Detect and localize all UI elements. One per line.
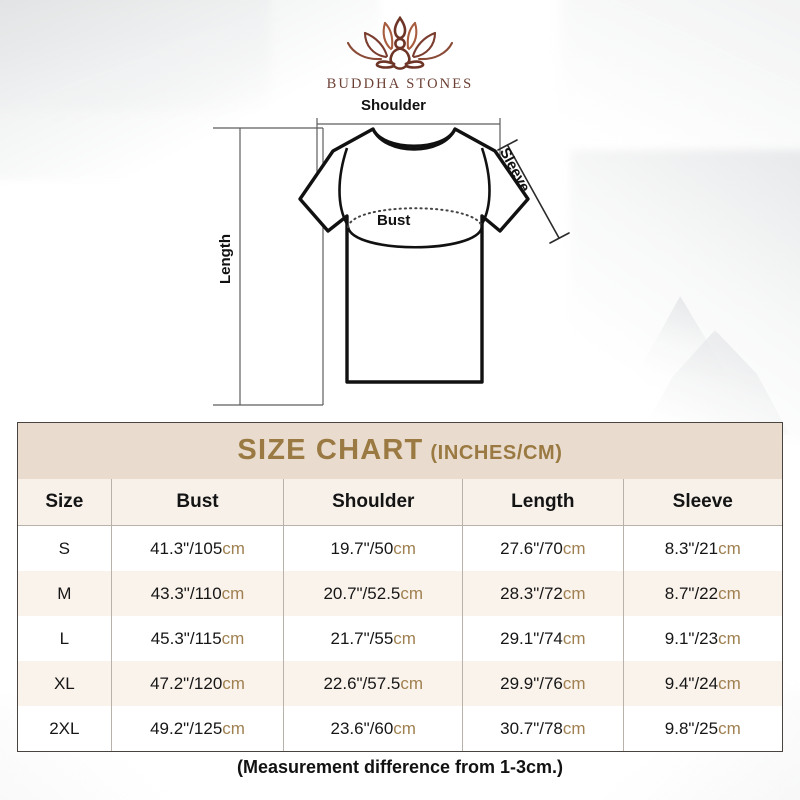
cell-shoulder: 21.7"/55cm	[283, 616, 463, 661]
table-row: L 45.3"/115cm 21.7"/55cm 29.1"/74cm 9.1"…	[18, 616, 782, 661]
size-chart-title-units: (INCHES/CM)	[430, 442, 563, 464]
cell-length: 27.6"/70cm	[462, 525, 624, 571]
size-chart-title: SIZE CHART (INCHES/CM)	[18, 423, 782, 479]
cell-size: M	[18, 571, 112, 616]
diagram-label-length: Length	[217, 234, 234, 284]
cell-shoulder: 19.7"/50cm	[283, 525, 463, 571]
lotus-meditation-logo-icon	[329, 10, 471, 72]
size-chart-title-main: SIZE CHART	[237, 434, 424, 466]
diagram-label-shoulder: Shoulder	[361, 97, 427, 114]
diagram-label-bust: Bust	[377, 212, 411, 229]
cell-sleeve: 9.1"/23cm	[622, 616, 782, 661]
table-row: S 41.3"/105cm 19.7"/50cm 27.6"/70cm 8.3"…	[18, 525, 782, 571]
cell-size: L	[18, 616, 112, 661]
cell-shoulder: 23.6"/60cm	[283, 706, 463, 751]
tshirt-measurement-diagram: Shoulder Bust Sleeve Length	[195, 96, 605, 416]
table-header-row: Size Bust Shoulder Length Sleeve	[18, 479, 782, 526]
cell-shoulder: 22.6"/57.5cm	[283, 661, 463, 706]
brand-logo: BUDDHA STONES	[0, 10, 800, 93]
cell-bust: 43.3"/110cm	[110, 571, 284, 616]
cell-sleeve: 9.8"/25cm	[622, 706, 782, 751]
cell-length: 29.9"/76cm	[462, 661, 624, 706]
cell-bust: 45.3"/115cm	[110, 616, 284, 661]
column-header-length: Length	[462, 479, 624, 526]
cell-size: 2XL	[18, 706, 112, 751]
cell-bust: 41.3"/105cm	[110, 525, 284, 571]
cell-size: S	[18, 525, 112, 571]
size-chart-table: Size Bust Shoulder Length Sleeve S 41.3"…	[18, 479, 782, 751]
cell-size: XL	[18, 661, 112, 706]
column-header-shoulder: Shoulder	[283, 479, 463, 526]
measurement-difference-note: (Measurement difference from 1-3cm.)	[236, 757, 564, 777]
cell-bust: 47.2"/120cm	[110, 661, 284, 706]
column-header-sleeve: Sleeve	[622, 479, 782, 526]
table-row: M 43.3"/110cm 20.7"/52.5cm 28.3"/72cm 8.…	[18, 571, 782, 616]
table-row: 2XL 49.2"/125cm 23.6"/60cm 30.7"/78cm 9.…	[18, 706, 782, 751]
cell-length: 28.3"/72cm	[462, 571, 624, 616]
table-row: XL 47.2"/120cm 22.6"/57.5cm 29.9"/76cm 9…	[18, 661, 782, 706]
cell-sleeve: 8.3"/21cm	[622, 525, 782, 571]
size-chart-table-container: SIZE CHART (INCHES/CM) Size Bust Shoulder…	[17, 422, 783, 752]
cell-length: 30.7"/78cm	[462, 706, 624, 751]
cell-sleeve: 9.4"/24cm	[622, 661, 782, 706]
background-mountain-peak	[640, 330, 790, 435]
column-header-bust: Bust	[110, 479, 284, 526]
brand-name: BUDDHA STONES	[326, 76, 474, 92]
column-header-size: Size	[18, 479, 112, 526]
cell-shoulder: 20.7"/52.5cm	[283, 571, 463, 616]
cell-length: 29.1"/74cm	[462, 616, 624, 661]
cell-bust: 49.2"/125cm	[110, 706, 284, 751]
background-mountain-peak-far	[636, 296, 728, 376]
cell-sleeve: 8.7"/22cm	[622, 571, 782, 616]
